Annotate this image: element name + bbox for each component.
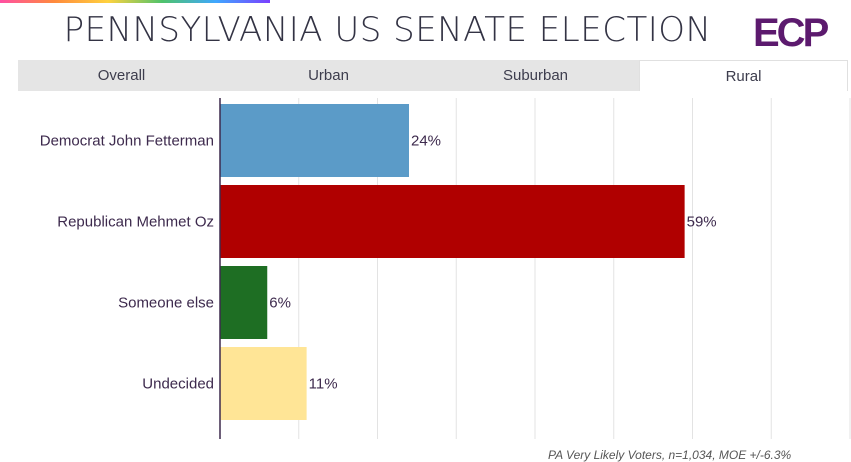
category-label: Undecided xyxy=(142,376,214,393)
bar xyxy=(220,266,267,339)
bar xyxy=(220,104,409,177)
logo-text: ECP xyxy=(753,11,829,52)
bar xyxy=(220,185,685,258)
tab-suburban[interactable]: Suburban xyxy=(432,60,639,91)
category-label: Someone else xyxy=(118,295,214,312)
ecp-logo: ECP xyxy=(753,10,845,52)
tab-urban[interactable]: Urban xyxy=(225,60,432,91)
value-label: 24% xyxy=(411,133,441,150)
footnote: PA Very Likely Voters, n=1,034, MOE +/-6… xyxy=(548,448,791,462)
tab-bar: Overall Urban Suburban Rural xyxy=(18,60,848,91)
tab-overall[interactable]: Overall xyxy=(18,60,225,91)
tab-rural[interactable]: Rural xyxy=(639,60,848,91)
page-title: PENNSYLVANIA US SENATE ELECTION xyxy=(0,10,775,50)
category-label: Democrat John Fetterman xyxy=(40,133,214,150)
value-label: 6% xyxy=(269,295,291,312)
accent-gradient-bar xyxy=(0,0,270,3)
bar-chart: Democrat John Fetterman 24% Republican Meh… xyxy=(0,98,851,443)
value-label: 59% xyxy=(687,214,717,231)
bar xyxy=(220,347,307,420)
category-label: Republican Mehmet Oz xyxy=(57,214,214,231)
value-label: 11% xyxy=(309,376,338,393)
